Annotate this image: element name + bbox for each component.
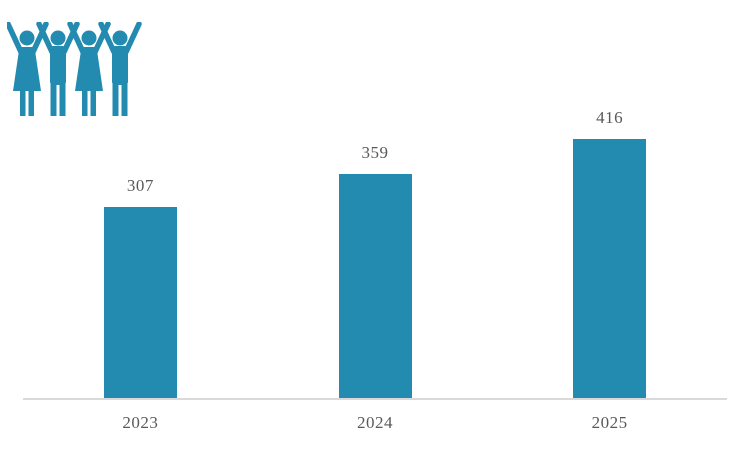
value-label-2024: 359 (361, 143, 389, 162)
x-axis-label-2025: 2025 (591, 413, 628, 432)
bar-column-2024: 359 (258, 0, 493, 398)
bar-column-2023: 307 (23, 0, 258, 398)
x-axis-line (23, 398, 727, 400)
bar-2023 (103, 207, 177, 398)
people-icon (7, 22, 142, 118)
bar-column-2025: 416 (492, 0, 727, 398)
x-axis-labels: 2023 2024 2025 (23, 413, 727, 433)
bar-2025 (573, 139, 647, 398)
x-axis-label-2024: 2024 (357, 413, 393, 432)
people-with-raised-arms-icon (7, 22, 142, 116)
bar-chart: 307 359 416 (23, 0, 727, 398)
bar-2024 (338, 174, 412, 398)
value-label-2025: 416 (596, 108, 624, 127)
bar-columns: 307 359 416 (23, 0, 727, 398)
value-label-2023: 307 (126, 176, 154, 195)
x-axis-label-2023: 2023 (122, 413, 159, 432)
